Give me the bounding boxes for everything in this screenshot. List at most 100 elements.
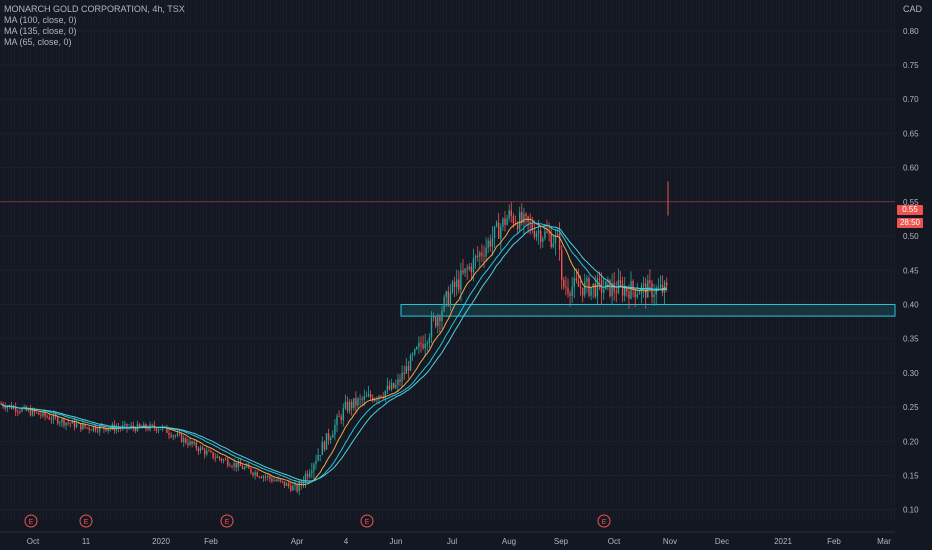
candle-body bbox=[267, 476, 269, 478]
candle-body bbox=[561, 249, 563, 280]
candle-body bbox=[290, 485, 292, 491]
x-tick-label: 11 bbox=[82, 537, 91, 546]
candle-body bbox=[393, 383, 395, 388]
y-tick-label: 0.55 bbox=[903, 198, 919, 207]
candle-body bbox=[516, 223, 519, 230]
candle-body bbox=[304, 473, 307, 483]
candle-body bbox=[214, 457, 216, 459]
candle-body bbox=[239, 462, 242, 467]
candle-body bbox=[183, 438, 185, 443]
candlestick-series bbox=[0, 181, 669, 496]
candle-body bbox=[258, 476, 260, 478]
candle-body bbox=[510, 210, 512, 216]
currency-label[interactable]: CAD bbox=[903, 4, 923, 14]
candle-body bbox=[630, 281, 632, 299]
candle-body bbox=[311, 470, 313, 474]
candle-body bbox=[197, 448, 200, 451]
candle-body bbox=[168, 432, 170, 435]
ma-135-label[interactable]: MA (135, close, 0) bbox=[4, 26, 77, 36]
candle-body bbox=[573, 278, 575, 288]
candle-body bbox=[216, 456, 218, 458]
candle-body bbox=[414, 349, 416, 355]
candle-body bbox=[317, 455, 319, 461]
candle-body bbox=[321, 441, 323, 456]
candle-body bbox=[126, 423, 128, 429]
candle-body bbox=[340, 416, 342, 421]
candle-body bbox=[544, 231, 546, 239]
candle-body bbox=[185, 438, 187, 443]
candle-body bbox=[586, 278, 588, 282]
candle-body bbox=[372, 397, 374, 401]
candle-body bbox=[424, 343, 426, 349]
candle-body bbox=[531, 223, 533, 231]
candle-body bbox=[575, 278, 578, 281]
y-tick-label: 0.25 bbox=[903, 403, 919, 412]
candle-body bbox=[262, 476, 265, 479]
candle-body bbox=[443, 296, 445, 311]
last-price-badge: 0.55 bbox=[897, 205, 923, 215]
ma-100-label[interactable]: MA (100, close, 0) bbox=[4, 15, 77, 25]
earnings-marker-label: E bbox=[225, 519, 230, 526]
candle-body bbox=[344, 401, 347, 409]
earnings-marker-icon bbox=[220, 514, 234, 528]
earnings-marker-label: E bbox=[365, 519, 370, 526]
candle-body bbox=[550, 234, 552, 248]
candle-body bbox=[189, 441, 191, 445]
candle-body bbox=[609, 279, 611, 297]
candle-body bbox=[592, 283, 594, 288]
candle-body bbox=[495, 222, 498, 227]
candle-body bbox=[231, 466, 233, 468]
candle-body bbox=[636, 294, 638, 298]
candle-body bbox=[155, 428, 158, 431]
candle-body bbox=[655, 287, 657, 295]
x-tick-label: Apr bbox=[291, 537, 304, 546]
ma-65-label[interactable]: MA (65, close, 0) bbox=[4, 37, 72, 47]
candle-body bbox=[73, 420, 76, 428]
candle-body bbox=[130, 425, 132, 428]
candle-body bbox=[115, 427, 118, 431]
x-tick-label: Oct bbox=[27, 537, 40, 546]
candle-body bbox=[296, 484, 298, 492]
candle-body bbox=[508, 210, 510, 219]
candle-body bbox=[147, 428, 149, 430]
candle-body bbox=[416, 347, 418, 350]
x-tick-label: Aug bbox=[502, 537, 516, 546]
candle-body bbox=[466, 268, 468, 270]
candle-body bbox=[397, 379, 399, 385]
candle-body bbox=[336, 416, 338, 425]
candle-body bbox=[611, 282, 613, 297]
candle-body bbox=[642, 283, 645, 287]
candle-body bbox=[487, 240, 489, 248]
candle-body bbox=[170, 434, 172, 437]
candle-body bbox=[548, 232, 550, 235]
candle-body bbox=[435, 317, 437, 327]
candle-body bbox=[63, 419, 65, 426]
candle-body bbox=[590, 287, 592, 296]
candle-body bbox=[504, 218, 506, 225]
candle-body bbox=[535, 232, 538, 237]
candle-body bbox=[19, 411, 21, 413]
candle-body bbox=[422, 344, 424, 349]
candle-body bbox=[361, 398, 363, 400]
candle-body bbox=[460, 270, 462, 290]
candle-body bbox=[325, 433, 328, 450]
candle-body bbox=[367, 394, 370, 397]
candle-body bbox=[355, 397, 357, 406]
candle-body bbox=[491, 238, 494, 247]
candle-body bbox=[71, 420, 74, 424]
candle-body bbox=[38, 412, 40, 415]
candle-body bbox=[78, 423, 80, 424]
candle-body bbox=[621, 283, 624, 296]
candle-body bbox=[59, 422, 61, 424]
candle-body bbox=[451, 281, 454, 292]
candle-body bbox=[445, 291, 447, 297]
earnings-marker-label: E bbox=[29, 519, 34, 526]
candle-body bbox=[407, 366, 410, 371]
candle-body bbox=[174, 435, 176, 437]
candle-body bbox=[6, 406, 8, 409]
candle-body bbox=[281, 480, 284, 482]
moving-average-layer bbox=[0, 218, 667, 486]
candle-body bbox=[426, 342, 428, 344]
